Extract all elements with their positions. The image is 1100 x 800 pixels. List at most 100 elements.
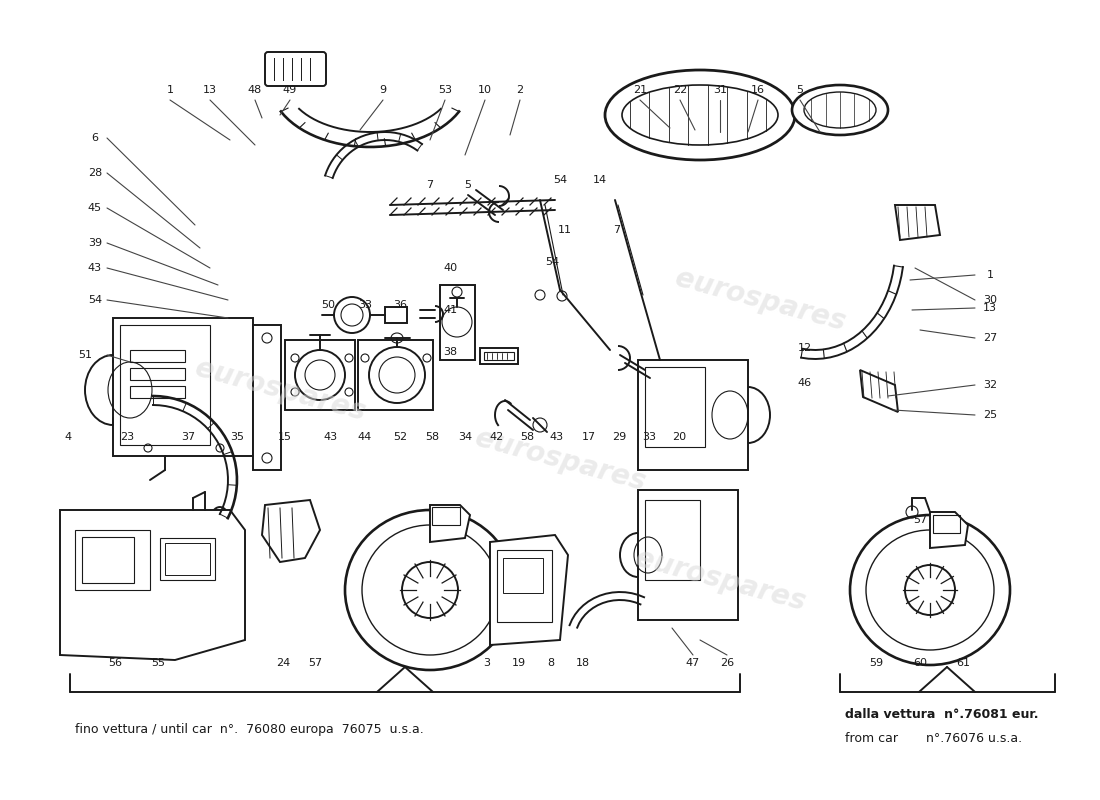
Text: 35: 35	[230, 432, 244, 442]
Text: 56: 56	[108, 658, 122, 668]
Text: 44: 44	[358, 432, 372, 442]
Text: 43: 43	[88, 263, 102, 273]
Text: 24: 24	[276, 658, 290, 668]
Text: 12: 12	[798, 343, 812, 353]
Bar	[120, 325, 210, 445]
Ellipse shape	[792, 85, 888, 135]
Text: 21: 21	[632, 85, 647, 95]
Text: 51: 51	[78, 350, 92, 360]
Text: 4: 4	[65, 432, 72, 442]
Bar	[638, 490, 738, 620]
Bar	[432, 507, 460, 525]
Ellipse shape	[345, 510, 515, 670]
Text: 15: 15	[278, 432, 292, 442]
Text: 3: 3	[484, 658, 491, 668]
Text: 26: 26	[719, 658, 734, 668]
Text: 39: 39	[88, 238, 102, 248]
Text: 5: 5	[464, 180, 472, 190]
Bar	[503, 558, 543, 593]
Text: 29: 29	[612, 432, 626, 442]
Bar	[440, 285, 475, 360]
Polygon shape	[430, 505, 470, 542]
Polygon shape	[262, 500, 320, 562]
Text: 46: 46	[798, 378, 812, 388]
Bar	[82, 537, 134, 583]
Text: 54: 54	[553, 175, 568, 185]
Polygon shape	[930, 512, 968, 548]
Text: 8: 8	[548, 658, 554, 668]
Text: 48: 48	[248, 85, 262, 95]
Bar	[130, 350, 185, 362]
Bar	[484, 352, 514, 360]
Bar	[358, 340, 433, 410]
Polygon shape	[60, 510, 245, 660]
Ellipse shape	[605, 70, 795, 160]
Text: 61: 61	[956, 658, 970, 668]
Text: 40: 40	[443, 263, 458, 273]
Bar	[130, 386, 185, 398]
Polygon shape	[860, 370, 898, 412]
Text: 32: 32	[983, 380, 997, 390]
Bar	[645, 500, 700, 580]
Text: 7: 7	[427, 180, 433, 190]
Text: 14: 14	[593, 175, 607, 185]
Text: 22: 22	[673, 85, 688, 95]
Bar	[638, 360, 748, 470]
Text: eurospares: eurospares	[672, 264, 848, 336]
Text: 36: 36	[393, 300, 407, 310]
Bar	[75, 530, 150, 590]
Text: from car       n°.76076 u.s.a.: from car n°.76076 u.s.a.	[845, 731, 1022, 745]
Text: 47: 47	[686, 658, 700, 668]
Text: eurospares: eurospares	[631, 544, 808, 616]
Text: 50: 50	[321, 300, 336, 310]
Text: 60: 60	[913, 658, 927, 668]
Text: 42: 42	[490, 432, 504, 442]
Bar	[165, 543, 210, 575]
Text: 31: 31	[713, 85, 727, 95]
Text: 43: 43	[550, 432, 564, 442]
Bar	[480, 348, 518, 364]
Text: 38: 38	[443, 347, 458, 357]
Polygon shape	[490, 535, 568, 645]
Text: 27: 27	[983, 333, 997, 343]
Ellipse shape	[850, 515, 1010, 665]
Bar	[130, 368, 185, 380]
Bar	[253, 325, 280, 470]
Text: 30: 30	[983, 295, 997, 305]
Bar	[113, 318, 253, 456]
Text: 53: 53	[438, 85, 452, 95]
Text: 58: 58	[425, 432, 439, 442]
Text: 1: 1	[166, 85, 174, 95]
Text: 34: 34	[458, 432, 472, 442]
Text: 13: 13	[204, 85, 217, 95]
Text: 59: 59	[869, 658, 883, 668]
Text: 23: 23	[120, 432, 134, 442]
Text: 20: 20	[672, 432, 686, 442]
Text: 16: 16	[751, 85, 764, 95]
Text: 55: 55	[151, 658, 165, 668]
Bar	[160, 538, 215, 580]
Bar	[933, 515, 960, 533]
Text: 41: 41	[443, 305, 458, 315]
Text: 7: 7	[614, 225, 620, 235]
Text: 25: 25	[983, 410, 997, 420]
Text: 49: 49	[283, 85, 297, 95]
Text: eurospares: eurospares	[472, 424, 648, 496]
Text: 5: 5	[796, 85, 803, 95]
Text: 43: 43	[323, 432, 337, 442]
Text: 37: 37	[180, 432, 195, 442]
Text: 45: 45	[88, 203, 102, 213]
Text: 54: 54	[544, 257, 559, 267]
Text: 54: 54	[88, 295, 102, 305]
Bar	[645, 367, 705, 447]
Text: 19: 19	[512, 658, 526, 668]
Bar	[285, 340, 355, 410]
Text: 57: 57	[913, 515, 927, 525]
Text: 1: 1	[987, 270, 993, 280]
Text: 6: 6	[91, 133, 99, 143]
Text: 13: 13	[983, 303, 997, 313]
Text: 58: 58	[520, 432, 535, 442]
Text: 18: 18	[576, 658, 590, 668]
Text: dalla vettura  n°.76081 eur.: dalla vettura n°.76081 eur.	[845, 709, 1038, 722]
Text: 9: 9	[379, 85, 386, 95]
